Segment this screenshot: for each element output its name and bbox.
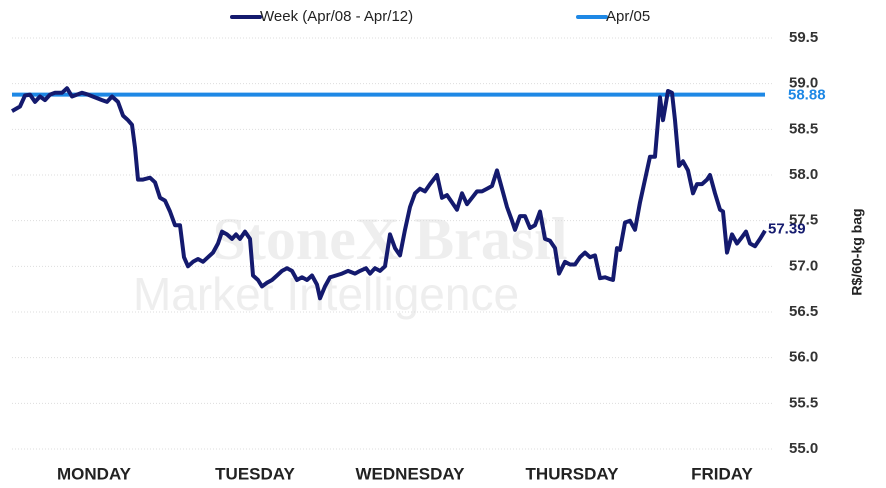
legend-label: Apr/05 xyxy=(606,8,650,25)
x-tick-label: MONDAY xyxy=(57,464,132,483)
legend-label: Week (Apr/08 - Apr/12) xyxy=(260,8,413,25)
y-tick-label: 57.5 xyxy=(789,212,818,229)
y-tick-label: 58.5 xyxy=(789,120,818,137)
y-tick-label: 57.0 xyxy=(789,257,818,274)
y-tick-label: 56.0 xyxy=(789,349,818,366)
y-tick-label: 59.0 xyxy=(789,75,818,92)
series-line xyxy=(11,86,767,301)
y-axis-label: R$/60-kg bag xyxy=(849,208,865,295)
y-tick-label: 58.0 xyxy=(789,166,818,183)
y-tick-label: 55.0 xyxy=(789,440,818,457)
watermark: Market Intelligence xyxy=(133,268,519,320)
end-value-label: 58.88 xyxy=(788,87,826,104)
x-tick-label: FRIDAY xyxy=(691,464,753,483)
x-tick-label: TUESDAY xyxy=(215,464,295,483)
y-tick-label: 55.5 xyxy=(789,394,818,411)
end-value-label: 57.39 xyxy=(768,221,806,238)
y-tick-label: 56.5 xyxy=(789,303,818,320)
x-tick-label: THURSDAY xyxy=(526,464,620,483)
y-tick-label: 59.5 xyxy=(789,29,818,46)
x-tick-label: WEDNESDAY xyxy=(356,464,466,483)
